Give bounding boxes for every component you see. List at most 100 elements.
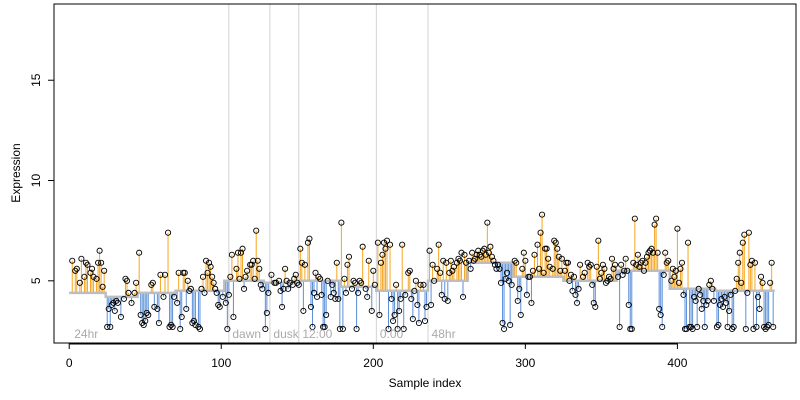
- data-point: [230, 313, 237, 320]
- data-point: [662, 249, 669, 256]
- data-point: [669, 265, 676, 272]
- data-point: [268, 271, 275, 278]
- data-point: [353, 325, 360, 333]
- data-point: [348, 285, 356, 292]
- data-point: [380, 239, 387, 246]
- data-point: [691, 293, 698, 300]
- data-point: [678, 259, 686, 266]
- data-point: [175, 269, 182, 276]
- data-point: [391, 311, 398, 318]
- data-point: [750, 325, 757, 333]
- data-point: [123, 277, 131, 284]
- data-point: [110, 299, 117, 306]
- data-point: [528, 299, 535, 306]
- data-point: [279, 303, 286, 310]
- data-point: [329, 281, 336, 288]
- data-point: [577, 261, 584, 268]
- data-point: [155, 319, 162, 326]
- data-point: [256, 265, 263, 272]
- data-point: [111, 307, 118, 314]
- data-point: [639, 257, 646, 264]
- data-point: [292, 271, 299, 278]
- data-point: [213, 289, 220, 296]
- data-point: [95, 259, 102, 266]
- data-point: [697, 291, 704, 298]
- data-point: [386, 241, 394, 248]
- data-point: [624, 267, 631, 274]
- data-point: [485, 249, 492, 256]
- data-point: [501, 325, 508, 333]
- x-tick-label: 200: [363, 356, 383, 370]
- data-point: [671, 273, 678, 280]
- data-point: [453, 259, 460, 266]
- data-point: [323, 311, 330, 318]
- annotation-label: 48hr: [432, 327, 456, 341]
- data-point: [757, 273, 765, 280]
- data-point: [493, 265, 500, 272]
- data-point: [171, 293, 178, 300]
- data-point: [136, 249, 143, 256]
- data-point: [344, 261, 351, 268]
- data-point: [523, 291, 530, 298]
- data-point: [481, 245, 488, 252]
- data-point: [383, 237, 391, 244]
- data-point: [537, 229, 544, 236]
- data-point: [196, 325, 204, 333]
- data-point: [69, 257, 76, 264]
- data-point: [207, 263, 214, 270]
- data-point: [358, 279, 365, 286]
- data-point: [251, 275, 258, 282]
- data-point: [770, 323, 777, 331]
- data-point: [233, 265, 240, 272]
- x-tick-label: 300: [515, 356, 535, 370]
- data-point: [636, 263, 643, 270]
- data-point: [526, 273, 533, 280]
- data-point: [736, 249, 743, 256]
- data-point: [450, 263, 457, 270]
- data-point: [759, 279, 766, 286]
- data-point: [447, 257, 454, 264]
- data-point: [698, 305, 705, 312]
- data-point: [438, 291, 445, 298]
- data-point: [206, 259, 213, 266]
- data-point: [584, 259, 591, 266]
- data-point: [209, 273, 216, 280]
- data-point: [335, 295, 342, 302]
- data-point: [187, 285, 194, 292]
- data-point: [280, 285, 287, 292]
- data-point: [254, 257, 261, 264]
- data-point: [394, 325, 401, 333]
- data-point: [616, 323, 623, 331]
- baseline-path: [69, 261, 775, 299]
- data-point: [704, 297, 711, 304]
- data-point: [628, 325, 635, 333]
- data-point: [114, 299, 121, 306]
- data-point: [684, 239, 692, 246]
- data-point: [105, 305, 112, 312]
- data-point: [336, 325, 343, 333]
- data-point: [572, 291, 579, 298]
- data-point: [178, 313, 185, 320]
- y-axis: 5 10 15: [29, 73, 55, 284]
- data-point: [88, 265, 96, 272]
- data-point: [437, 269, 444, 276]
- data-point: [237, 249, 245, 256]
- annotation-vlines: [228, 4, 429, 343]
- data-point: [210, 279, 217, 286]
- data-point: [76, 279, 83, 286]
- data-point: [198, 285, 205, 292]
- data-point: [744, 289, 751, 296]
- data-point: [721, 293, 728, 300]
- data-point: [653, 215, 660, 222]
- x-tick-label: 400: [667, 356, 687, 370]
- data-point: [151, 303, 158, 310]
- data-point: [619, 271, 626, 278]
- data-point: [257, 281, 264, 288]
- data-point: [239, 245, 246, 252]
- data-point: [183, 305, 190, 312]
- data-point: [573, 299, 581, 306]
- data-point: [117, 313, 124, 320]
- data-point: [472, 255, 479, 262]
- data-point: [659, 323, 666, 331]
- data-point: [307, 303, 315, 310]
